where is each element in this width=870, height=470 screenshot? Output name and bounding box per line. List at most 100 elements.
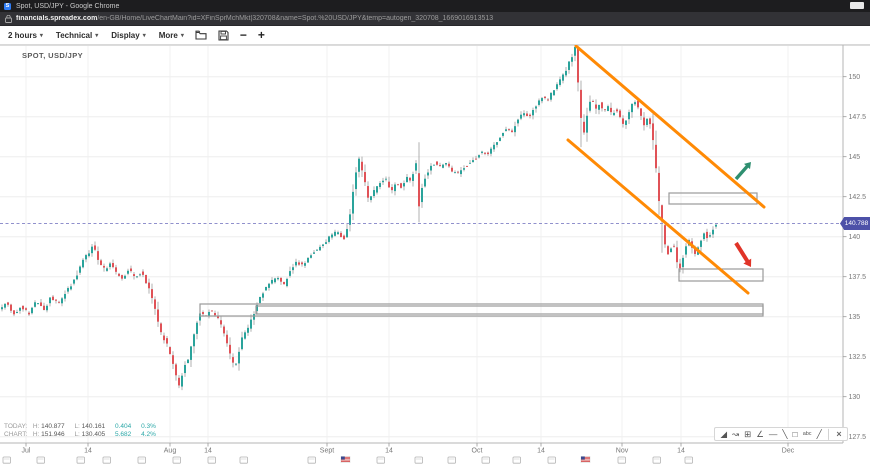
rectangle-tool[interactable]: □ <box>792 429 798 439</box>
candle-body <box>610 107 612 113</box>
event-calendar-icon[interactable] <box>207 456 216 464</box>
event-calendar-icon[interactable] <box>36 456 45 464</box>
event-calendar-icon[interactable] <box>414 456 423 464</box>
event-calendar-icon[interactable] <box>684 456 693 464</box>
chart-change-pct: 4.2% <box>141 431 156 438</box>
event-calendar-icon[interactable] <box>512 456 521 464</box>
save-chart-button[interactable] <box>218 29 229 41</box>
time-axis-label: Aug <box>164 448 177 455</box>
candle-body <box>142 271 144 275</box>
candle-body <box>583 121 585 133</box>
event-calendar-icon[interactable] <box>307 456 316 464</box>
candle-body <box>199 313 201 321</box>
candle-body <box>709 235 711 237</box>
annotation-box[interactable] <box>255 305 764 315</box>
candle-body <box>322 244 324 246</box>
price-axis-label: 132.5 <box>849 354 867 361</box>
interval-dropdown[interactable]: 2 hours ▾ <box>8 31 43 40</box>
green-up-arrow[interactable] <box>734 162 751 181</box>
candle-body <box>433 164 435 166</box>
event-calendar-icon[interactable] <box>76 456 85 464</box>
candle-body <box>541 98 543 102</box>
zoom-out-button[interactable]: − <box>239 28 247 42</box>
candle-body <box>277 277 279 280</box>
candle-body <box>88 253 90 257</box>
open-chart-button[interactable] <box>195 30 207 40</box>
candle-body <box>184 364 186 374</box>
candle-body <box>715 224 717 227</box>
candle-body <box>427 172 429 176</box>
chart-toolbar: 2 hours ▾ Technical ▾ Display ▾ More ▾ −… <box>0 26 870 45</box>
candle-body <box>496 142 498 145</box>
price-axis-label: 150 <box>849 74 861 81</box>
trendline[interactable] <box>574 45 766 209</box>
display-label: Display <box>111 30 140 40</box>
event-calendar-icon[interactable] <box>481 456 490 464</box>
url-bar[interactable]: financials.spreadex.com/en-GB/Home/LiveC… <box>0 12 870 26</box>
red-down-arrow[interactable] <box>734 241 752 267</box>
candle-body <box>490 148 492 154</box>
trendline-tool[interactable]: ╲ <box>782 429 788 439</box>
url-text[interactable]: financials.spreadex.com/en-GB/Home/LiveC… <box>16 15 493 22</box>
candle-body <box>190 346 192 360</box>
event-calendar-icon[interactable] <box>137 456 146 464</box>
candle-body <box>58 301 60 303</box>
event-calendar-icon[interactable] <box>376 456 385 464</box>
candle-body <box>178 377 180 386</box>
candle-body <box>571 57 573 62</box>
event-calendar-icon[interactable] <box>239 456 248 464</box>
candle-body <box>679 263 681 269</box>
event-calendar-icon[interactable] <box>652 456 661 464</box>
candle-body <box>7 302 9 305</box>
grid-tool[interactable]: ⊞ <box>744 429 752 439</box>
time-axis-label: 14 <box>537 448 545 455</box>
candle-body <box>412 174 414 181</box>
us-flag-icon[interactable] <box>340 456 351 463</box>
candle-body <box>49 297 51 304</box>
event-calendar-icon[interactable] <box>547 456 556 464</box>
text-tool[interactable]: abc <box>802 431 812 437</box>
candle-body <box>70 286 72 290</box>
candle-body <box>658 172 660 202</box>
us-flag-icon[interactable] <box>580 456 591 463</box>
polyline-tool[interactable]: ↝ <box>732 429 740 439</box>
close-toolbar-button[interactable]: × <box>836 429 842 439</box>
ray-tool[interactable]: ╱ <box>816 429 822 439</box>
fan-lines-tool[interactable]: ∠ <box>756 429 764 439</box>
trendline[interactable] <box>566 138 750 295</box>
window-controls[interactable] <box>850 2 864 9</box>
more-dropdown[interactable]: More ▾ <box>159 31 184 40</box>
today-label: TODAY: <box>4 423 28 430</box>
event-calendar-icon[interactable] <box>447 456 456 464</box>
candle-body <box>271 279 273 284</box>
candle-body <box>394 184 396 192</box>
candle-body <box>337 232 339 235</box>
candle-body <box>556 84 558 90</box>
annotation-box[interactable] <box>668 192 758 205</box>
display-dropdown[interactable]: Display ▾ <box>111 31 145 40</box>
candle-body <box>370 196 372 201</box>
event-calendar-icon[interactable] <box>172 456 181 464</box>
candle-body <box>508 129 510 131</box>
event-calendar-icon[interactable] <box>617 456 626 464</box>
zoom-in-button[interactable]: + <box>257 28 265 42</box>
chart-canvas[interactable]: 150 147.5 145 142.5 140 137.5 135 132.5 130 127.5… <box>0 45 870 470</box>
candle-body <box>622 118 624 124</box>
candle-body <box>418 173 420 207</box>
cursor-tool[interactable]: ◢ <box>720 429 728 439</box>
price-axis[interactable] <box>843 76 847 438</box>
candle-body <box>526 113 528 117</box>
candle-body <box>613 112 615 116</box>
time-axis[interactable] <box>25 443 789 447</box>
event-calendar-icon[interactable] <box>102 456 111 464</box>
technical-dropdown[interactable]: Technical ▾ <box>56 31 98 40</box>
more-label: More <box>158 30 178 40</box>
candle-body <box>445 163 447 165</box>
candle-body <box>436 161 438 165</box>
candle-body <box>424 178 426 187</box>
candle-body <box>238 351 240 364</box>
event-calendar-icon[interactable] <box>2 456 11 464</box>
candle-body <box>421 187 423 203</box>
candle-body <box>256 304 258 312</box>
horizontal-line-tool[interactable]: — <box>768 429 778 439</box>
